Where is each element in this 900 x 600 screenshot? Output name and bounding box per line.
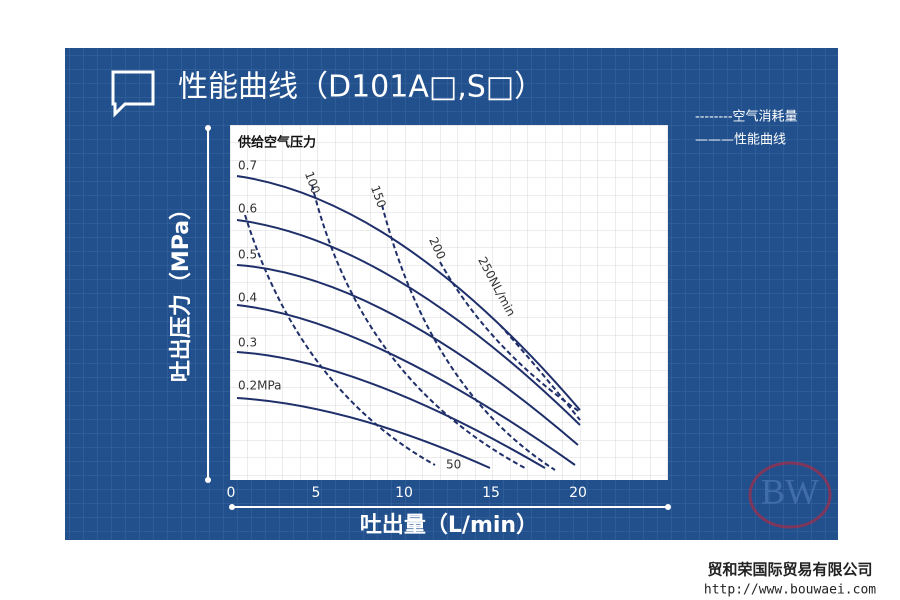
y-label: 吐出压力（MPa） (169, 198, 194, 382)
watermark-logo: BW (748, 461, 832, 529)
axis-dot (229, 504, 235, 510)
supply-label: 供给空气压力 (237, 135, 316, 151)
air-label: 50 (446, 458, 461, 472)
axis-dot (205, 477, 211, 483)
curve (236, 175, 581, 411)
plot-area (230, 125, 668, 480)
icon (111, 70, 155, 118)
x-tick-label: 5 (312, 485, 321, 501)
curve (381, 204, 556, 471)
curve (244, 214, 436, 466)
curve (439, 261, 581, 413)
curve (236, 264, 579, 446)
pressure-labels: 0.7 0.6 0.5 0.4 0.3 0.2MPa (238, 159, 282, 393)
x-tick-label: 15 (482, 485, 500, 501)
curve (311, 184, 526, 469)
svg-text:BW: BW (761, 471, 819, 511)
legend-solid: ———性能曲线 (695, 133, 786, 148)
air-curves (244, 184, 581, 471)
title: 性能曲线（D101A□,S□） (178, 70, 544, 105)
curve (236, 351, 546, 469)
pressure-label: 0.6 (238, 202, 257, 216)
pressure-label: 0.2MPa (238, 379, 282, 393)
x-ticks: 0 5 10 15 20 (227, 485, 587, 501)
axis-dot (205, 125, 211, 131)
x-tick-label: 10 (395, 485, 413, 501)
pressure-label: 0.4 (238, 291, 257, 305)
axis-dot (665, 504, 671, 510)
x-tick-label: 20 (569, 485, 587, 501)
x-label: 吐出量（L/min） (360, 513, 538, 538)
pressure-label: 0.7 (238, 159, 257, 173)
company: 贸和荣国际贸易有限公司 (707, 561, 872, 579)
legend-dashed: --------空气消耗量 (695, 109, 798, 125)
url: http://www.bouwaei.com (704, 583, 876, 598)
pressure-label: 0.3 (238, 336, 257, 350)
curve (236, 397, 491, 469)
x-tick-label: 0 (227, 485, 236, 501)
pressure-label: 0.5 (238, 248, 257, 262)
curve (236, 219, 581, 426)
